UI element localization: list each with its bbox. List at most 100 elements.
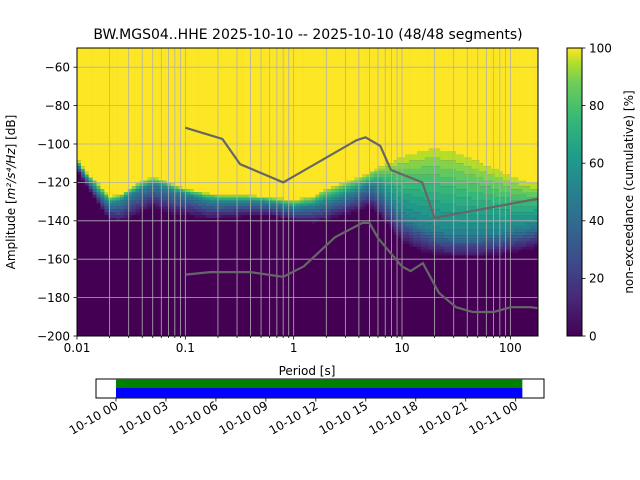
heatmap-cell [162,206,168,210]
heatmap-cell [299,217,304,221]
heatmap-cell [299,197,304,201]
heatmap-cell [143,200,148,204]
heatmap-cell [495,235,500,239]
heatmap-cell [420,238,426,241]
heatmap-cell [412,203,418,213]
heatmap-cell [127,203,132,207]
heatmap-cell [455,252,461,256]
heatmap-cell [323,200,328,204]
heatmap-cell [272,206,277,210]
heatmap-cell [198,48,203,192]
heatmap-cell [221,206,226,210]
heatmap-cell [498,171,504,178]
heatmap-cell [409,226,414,230]
heatmap-cell [412,197,418,204]
heatmap-cell [342,183,347,187]
heatmap-cell [483,240,488,244]
heatmap-cell [80,48,86,167]
heatmap-cell [448,235,453,239]
y-tick-label: −160 [37,253,70,267]
heatmap-cell [416,197,422,207]
heatmap-cell [370,174,375,178]
heatmap-cell [502,246,508,250]
heatmap-cell [381,174,386,178]
heatmap-cell [338,203,343,207]
heatmap-cell [440,203,445,213]
heatmap-cell [194,200,199,204]
heatmap-cell [506,209,511,216]
heatmap-cell [354,48,359,178]
heatmap-cell [448,229,453,236]
heatmap-cell [237,203,242,207]
heatmap-cell [155,203,160,207]
heatmap-cell [424,215,429,224]
heatmap-cell [244,203,250,207]
heatmap-cell [186,209,191,213]
heatmap-cell [428,157,433,167]
heatmap-cell [190,203,195,207]
heatmap-cell [381,171,386,175]
heatmap-cell [448,220,453,230]
heatmap-cell [198,197,203,201]
heatmap-cell [448,151,453,161]
heatmap-cell [170,212,175,216]
heatmap-cell [276,206,281,210]
heatmap-cell [330,212,336,216]
heatmap-cell [502,192,508,198]
heatmap-cell [96,197,101,201]
heatmap-cell [409,220,414,224]
heatmap-cell [444,243,449,247]
heatmap-cell [174,186,179,190]
heatmap-cell [483,243,488,247]
heatmap-cell [377,171,383,175]
heatmap-cell [362,197,367,201]
timeline-tick-label: 10-10 12 [267,398,321,437]
heatmap-cell [116,212,121,216]
heatmap-cell [436,246,441,250]
x-axis: 0.01 0.1 1 10 100 [64,336,522,355]
heatmap-cell [518,240,523,244]
heatmap-cell [209,209,215,213]
heatmap-cell [452,220,457,230]
colorbar-tick-label: 40 [589,214,604,228]
heatmap-cell [135,183,140,187]
heatmap-cell [530,226,535,230]
heatmap-cell [284,209,289,213]
heatmap-cell [502,238,508,241]
heatmap-cell [96,186,101,190]
heatmap-cell [393,209,398,213]
heatmap-cell [147,203,152,207]
heatmap-cell [463,174,468,181]
heatmap-cell [467,223,472,230]
heatmap-cell [401,232,406,236]
heatmap-cell [162,209,168,213]
heatmap-cell [416,229,422,233]
heatmap-cell [92,192,97,195]
heatmap-cell [229,197,234,201]
heatmap-cell [354,180,359,184]
heatmap-cell [268,206,273,210]
heatmap-cell [409,232,414,236]
heatmap-cell [143,192,148,195]
heatmap-cell [166,209,172,213]
heatmap-cell [323,209,328,213]
heatmap-cell [100,194,105,198]
heatmap-cell [155,192,160,195]
heatmap-cell [315,200,320,204]
heatmap-cell [311,48,316,198]
heatmap-cell [334,206,340,210]
heatmap-cell [522,243,527,247]
heatmap-cell [194,48,199,192]
heatmap-cell [452,186,457,195]
heatmap-cell [323,194,328,198]
heatmap-cell [483,48,488,167]
heatmap-cell [174,48,179,187]
heatmap-cell [362,194,367,198]
heatmap-cell [315,206,320,210]
heatmap-cell [362,206,367,210]
heatmap-cell [370,206,375,210]
heatmap-cell [381,192,386,195]
heatmap-cell [229,194,234,198]
heatmap-cell [534,243,538,247]
heatmap-cell [190,212,195,216]
